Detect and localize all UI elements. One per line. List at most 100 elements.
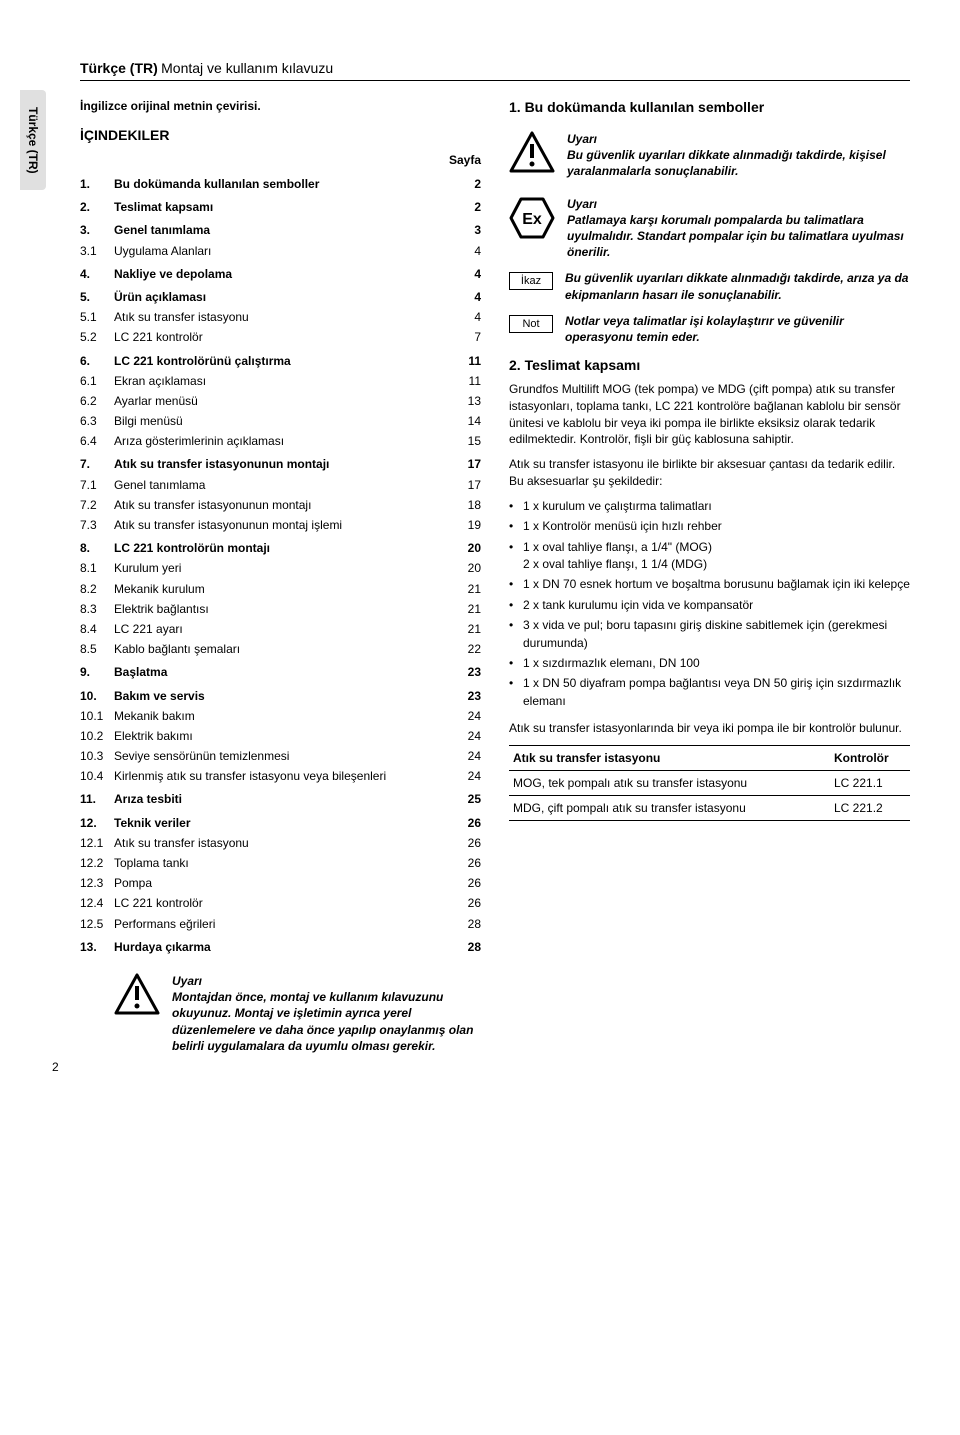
accessories-list: 1 x kurulum ve çalıştırma talimatları1 x…: [509, 498, 910, 710]
toc-row: 6.LC 221 kontrolörünü çalıştırma11: [80, 348, 481, 371]
toc-page: 26: [457, 873, 481, 893]
toc-page: 7: [457, 327, 481, 347]
warning-1-title: Uyarı: [567, 131, 910, 147]
toc-number: 7.2: [80, 495, 114, 515]
toc-row: 8.1Kurulum yeri20: [80, 558, 481, 578]
right-column: 1. Bu dokümanda kullanılan semboller Uya…: [509, 99, 910, 1054]
toc-row: 5.Ürün açıklaması4: [80, 284, 481, 307]
toc-page: 3: [457, 217, 481, 240]
toc-page: 23: [457, 659, 481, 682]
toc-number: 1.: [80, 171, 114, 194]
toc-number: 10.: [80, 683, 114, 706]
toc-text: Teknik veriler: [114, 810, 457, 833]
toc-table: 1.Bu dokümanda kullanılan semboller22.Te…: [80, 171, 481, 957]
toc-row: 10.2Elektrik bakımı24: [80, 726, 481, 746]
toc-text: Atık su transfer istasyonunun montaj işl…: [114, 515, 457, 535]
warning-triangle-icon: [509, 131, 555, 176]
toc-row: 12.4LC 221 kontrolör26: [80, 893, 481, 913]
toc-page: 20: [457, 535, 481, 558]
toc-row: 12.3Pompa26: [80, 873, 481, 893]
toc-text: Toplama tankı: [114, 853, 457, 873]
toc-page: 21: [457, 599, 481, 619]
list-item: 1 x sızdırmazlık elemanı, DN 100: [509, 655, 910, 672]
list-item: 1 x oval tahliye flanşı, a 1/4" (MOG) 2 …: [509, 539, 910, 574]
toc-number: 5.: [80, 284, 114, 307]
toc-text: Bakım ve servis: [114, 683, 457, 706]
toc-page: 15: [457, 431, 481, 451]
list-item: 2 x tank kurulumu için vida ve kompansat…: [509, 597, 910, 614]
translation-note: İngilizce orijinal metnin çevirisi.: [80, 99, 481, 113]
toc-number: 2.: [80, 194, 114, 217]
svg-text:Ex: Ex: [522, 211, 542, 228]
toc-row: 8.LC 221 kontrolörün montajı20: [80, 535, 481, 558]
toc-page: 24: [457, 746, 481, 766]
toc-number: 8.5: [80, 639, 114, 659]
toc-number: 3.: [80, 217, 114, 240]
toc-page: 24: [457, 726, 481, 746]
toc-number: 8.2: [80, 579, 114, 599]
table-cell: LC 221.1: [830, 770, 910, 795]
toc-text: Genel tanımlama: [114, 217, 457, 240]
toc-page: 17: [457, 475, 481, 495]
toc-row: 6.1Ekran açıklaması11: [80, 371, 481, 391]
toc-number: 7.: [80, 451, 114, 474]
warning-1-body: Bu güvenlik uyarıları dikkate alınmadığı…: [567, 148, 886, 178]
toc-page: 21: [457, 619, 481, 639]
list-item: 1 x DN 70 esnek hortum ve boşaltma borus…: [509, 576, 910, 593]
toc-row: 12.Teknik veriler26: [80, 810, 481, 833]
toc-number: 10.2: [80, 726, 114, 746]
list-item: 1 x Kontrolör menüsü için hızlı rehber: [509, 518, 910, 535]
warning-2-text: Uyarı Patlamaya karşı korumalı pompalard…: [567, 196, 910, 261]
warning-text: Uyarı Montajdan önce, montaj ve kullanım…: [172, 973, 481, 1054]
toc-page: 2: [457, 171, 481, 194]
toc-text: Uygulama Alanları: [114, 241, 457, 261]
toc-page: 11: [457, 371, 481, 391]
toc-number: 10.3: [80, 746, 114, 766]
controller-table: Atık su transfer istasyonu Kontrolör MOG…: [509, 745, 910, 821]
toc-page: 2: [457, 194, 481, 217]
toc-text: Elektrik bağlantısı: [114, 599, 457, 619]
toc-row: 7.3Atık su transfer istasyonunun montaj …: [80, 515, 481, 535]
toc-row: 2.Teslimat kapsamı2: [80, 194, 481, 217]
toc-title: İÇINDEKILER: [80, 127, 481, 143]
warning-title: Uyarı: [172, 973, 481, 989]
toc-number: 13.: [80, 934, 114, 957]
toc-text: Ayarlar menüsü: [114, 391, 457, 411]
toc-page: 28: [457, 914, 481, 934]
warning-triangle-icon: [114, 973, 160, 1018]
section-1-heading: 1. Bu dokümanda kullanılan semboller: [509, 99, 910, 115]
toc-page: 24: [457, 706, 481, 726]
toc-text: Atık su transfer istasyonunun montajı: [114, 495, 457, 515]
toc-row: 8.4LC 221 ayarı21: [80, 619, 481, 639]
toc-text: Kirlenmiş atık su transfer istasyonu vey…: [114, 766, 457, 786]
section-2-para2: Atık su transfer istasyonu ile birlikte …: [509, 456, 910, 490]
toc-text: Nakliye ve depolama: [114, 261, 457, 284]
toc-number: 12.2: [80, 853, 114, 873]
list-item: 1 x DN 50 diyafram pompa bağlantısı veya…: [509, 675, 910, 710]
toc-page: 23: [457, 683, 481, 706]
toc-text: Teslimat kapsamı: [114, 194, 457, 217]
toc-row: 5.1Atık su transfer istasyonu4: [80, 307, 481, 327]
toc-page: 17: [457, 451, 481, 474]
warning-box-main: Uyarı Montajdan önce, montaj ve kullanım…: [80, 973, 481, 1054]
table-cell: MDG, çift pompalı atık su transfer istas…: [509, 795, 830, 820]
toc-number: 12.4: [80, 893, 114, 913]
toc-text: Ürün açıklaması: [114, 284, 457, 307]
toc-row: 1.Bu dokümanda kullanılan semboller2: [80, 171, 481, 194]
not-row: Not Notlar veya talimatlar işi kolaylaşt…: [509, 313, 910, 345]
toc-text: Bu dokümanda kullanılan semboller: [114, 171, 457, 194]
toc-text: LC 221 kontrolör: [114, 327, 457, 347]
toc-text: Pompa: [114, 873, 457, 893]
toc-row: 9.Başlatma23: [80, 659, 481, 682]
toc-number: 12.1: [80, 833, 114, 853]
toc-row: 7.2Atık su transfer istasyonunun montajı…: [80, 495, 481, 515]
toc-page: 14: [457, 411, 481, 431]
toc-row: 7.1Genel tanımlama17: [80, 475, 481, 495]
table-cell: MOG, tek pompalı atık su transfer istasy…: [509, 770, 830, 795]
ikaz-label: İkaz: [509, 272, 553, 290]
toc-row: 4.Nakliye ve depolama4: [80, 261, 481, 284]
toc-row: 10.Bakım ve servis23: [80, 683, 481, 706]
toc-number: 7.3: [80, 515, 114, 535]
toc-text: Arıza tesbiti: [114, 786, 457, 809]
toc-number: 6.3: [80, 411, 114, 431]
